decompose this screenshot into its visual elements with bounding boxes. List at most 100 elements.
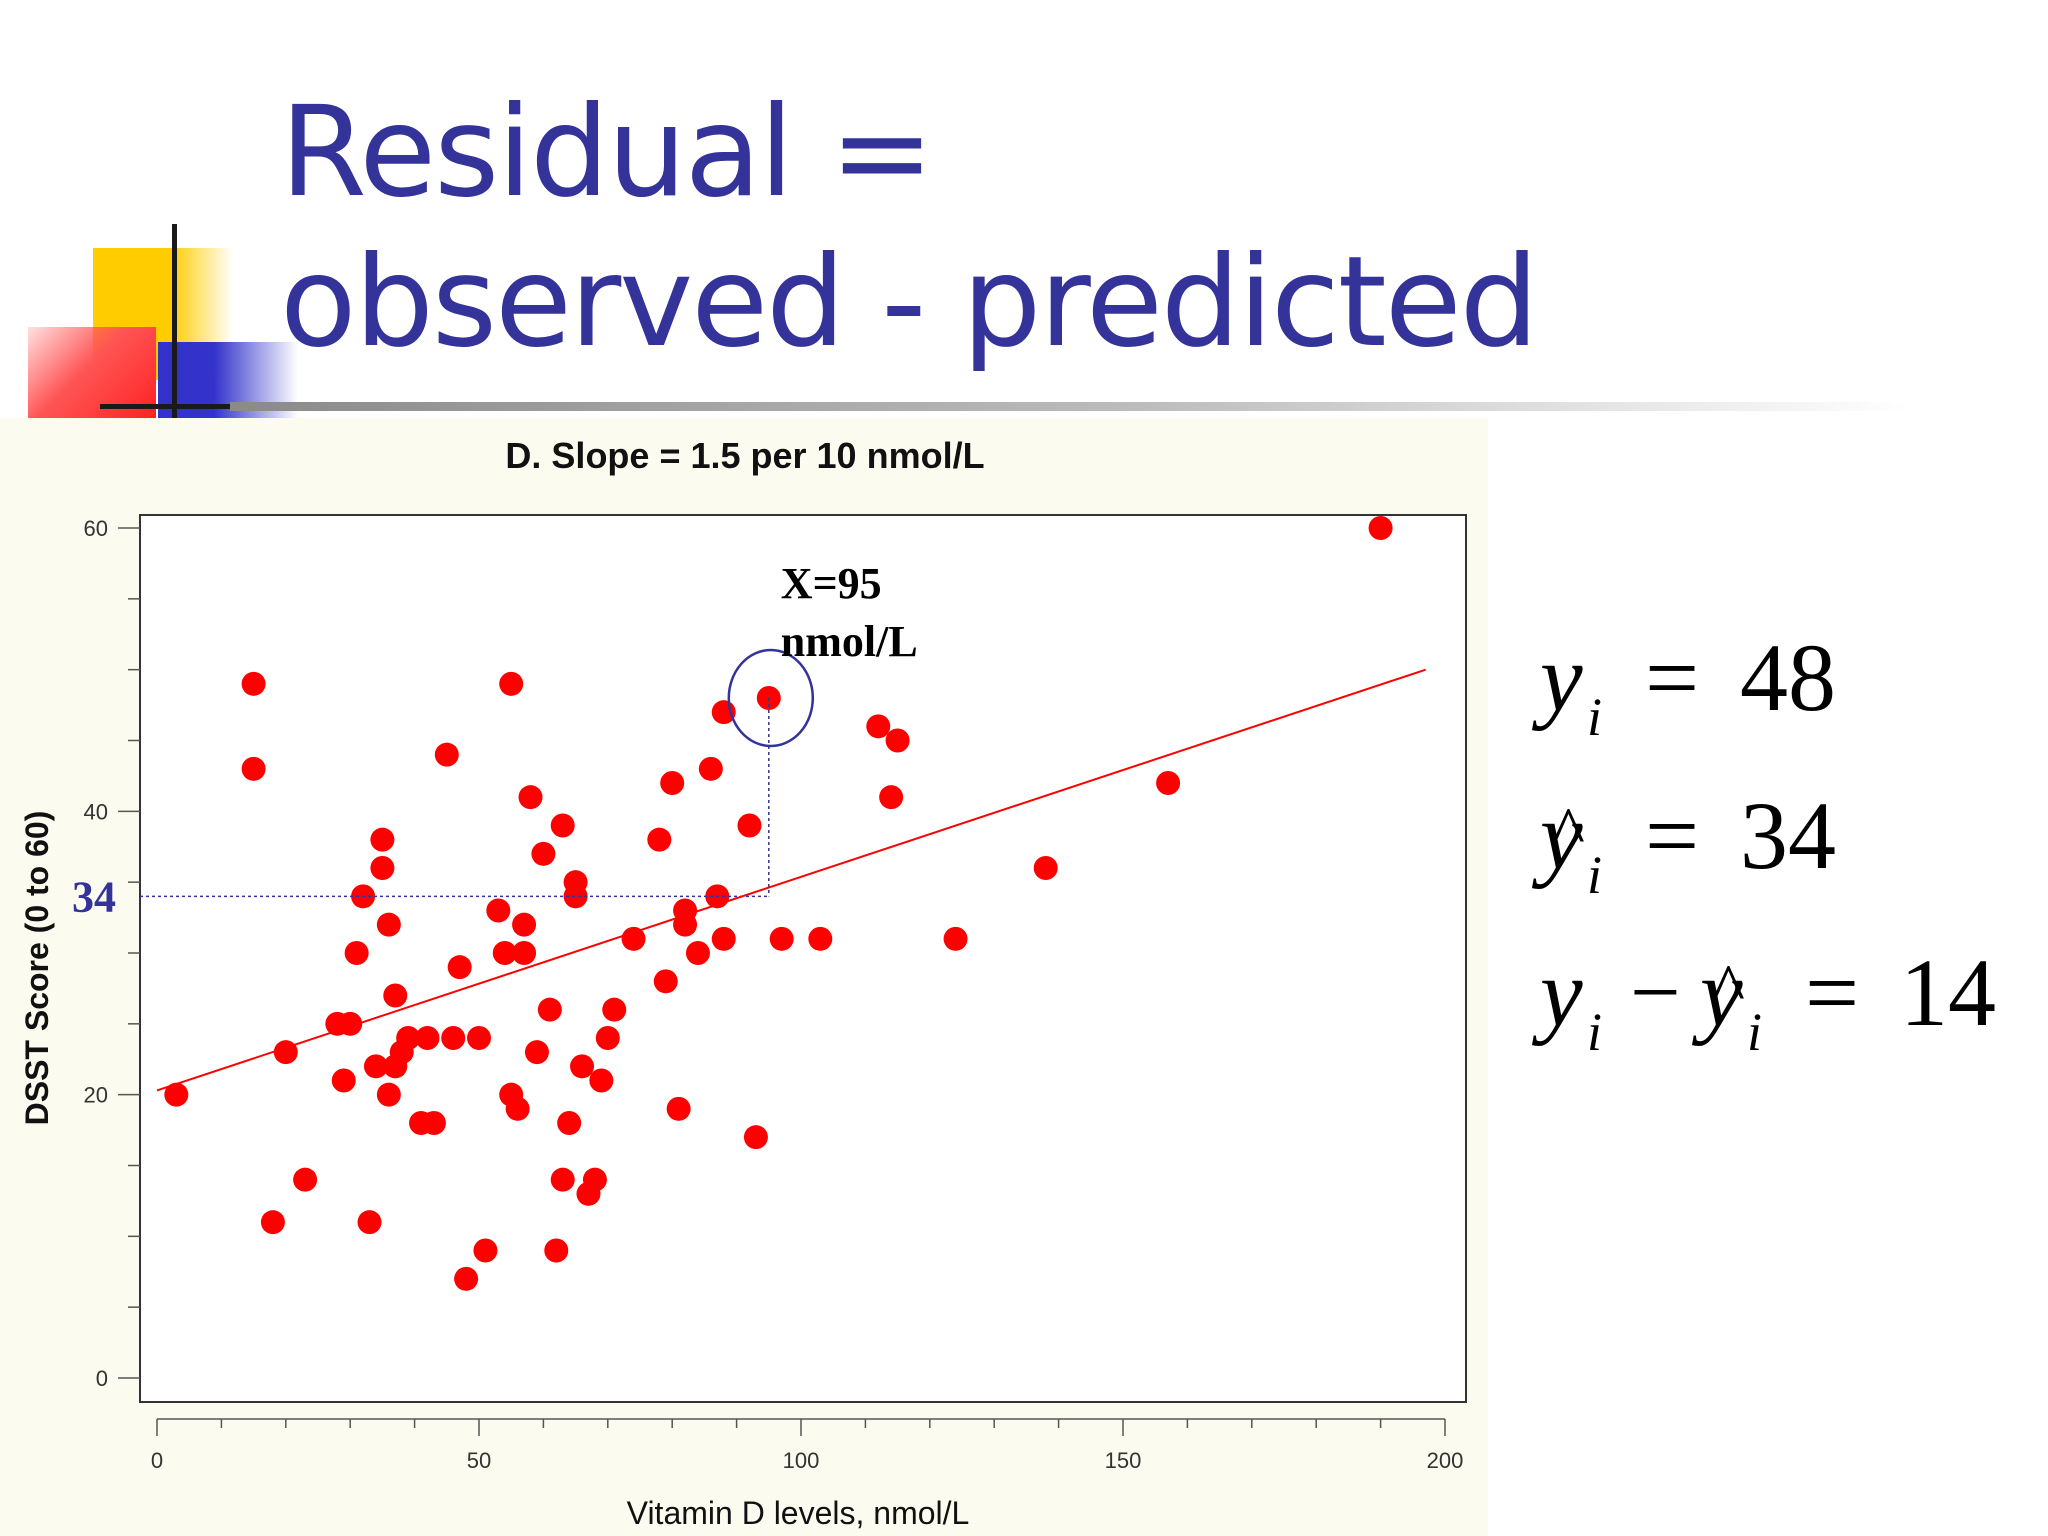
data-point [505,1096,530,1121]
slide-title: Residual = observed - predicted [280,78,1780,378]
data-point [512,941,537,965]
y-axis: 0 20 40 60 [84,516,140,1391]
x-tick-label: 150 [1105,1448,1142,1473]
data-point [447,955,472,980]
chart-panel: D. Slope = 1.5 per 10 nmol/L 0 20 40 60 0 50… [0,418,1488,1536]
data-point [589,1068,614,1093]
data-point [293,1167,318,1192]
y-tick-label: 0 [96,1366,108,1391]
data-point [370,856,395,880]
eq2-sub: i [1587,845,1602,905]
eq3-y: y [1531,939,1583,1046]
data-point [647,827,672,852]
data-point [711,926,736,951]
data-point [467,1026,491,1050]
data-point [499,671,524,696]
data-point [582,1167,607,1192]
data-point [544,1238,569,1263]
data-point [737,813,762,838]
data-point [570,1054,595,1079]
data-point [550,1167,575,1192]
data-point [866,714,891,739]
data-point [486,898,511,923]
eq3-value: 14 [1900,939,1996,1046]
data-point [434,742,459,767]
data-point [454,1266,479,1291]
data-point [415,1026,440,1050]
highlight-ellipse [727,648,815,748]
y-tick-label: 20 [84,1083,108,1108]
x-tick-label: 50 [467,1448,491,1473]
y-axis-label: DSST Score (0 to 60) [19,811,55,1126]
data-point [557,1111,582,1135]
data-point [673,912,698,937]
eq3-minus: − [1630,943,1681,1042]
data-point [331,1068,356,1093]
data-points [164,516,1393,1291]
data-point [531,841,556,866]
eq3-hat-sub: i [1747,1002,1762,1062]
eq3-sub: i [1587,1002,1602,1062]
data-point [383,983,408,1008]
data-point [769,926,794,951]
x-axis-label: Vitamin D levels, nmol/L [627,1495,970,1531]
data-point [563,870,588,895]
eq1-y: y [1531,630,1583,731]
eq1-equals: = [1645,630,1699,731]
residual-equations: y i = 48 ^ y i = 34 y i − ^ y i = 14 [1531,630,1996,1062]
data-point [879,785,904,810]
data-point [344,941,369,965]
x-tick-label: 200 [1427,1448,1464,1473]
scatter-chart: D. Slope = 1.5 per 10 nmol/L 0 20 40 60 0 50… [19,435,1467,1531]
data-point [743,1125,768,1150]
deco-vertical-bar [172,224,177,418]
annotation-label-line-1: X=95 [781,559,882,608]
data-point [660,771,685,795]
eq3-hat: ^ [1712,951,1745,1028]
eq2-hat: ^ [1552,794,1585,871]
x-tick-label: 0 [151,1448,163,1473]
data-point [808,926,833,951]
equation-predicted: ^ y i = 34 [1531,782,1836,905]
equation-observed: y i = 48 [1531,630,1836,747]
y-tick-label: 60 [84,516,108,541]
eq1-sub: i [1587,687,1602,747]
eq1-value: 48 [1740,630,1836,731]
regression-line [156,668,1426,1092]
x-tick-label: 100 [783,1448,820,1473]
data-point [711,700,736,725]
eq2-y: y [1531,782,1583,889]
deco-red-square [28,327,156,418]
data-point [363,1054,388,1079]
data-point [943,926,968,951]
data-point [518,785,543,810]
data-point [550,813,575,838]
deco-horizontal-bar [100,404,330,409]
data-point [492,941,517,965]
data-point [595,1026,620,1050]
data-point [885,728,910,753]
eq2-value: 34 [1740,782,1836,889]
data-point [666,1096,691,1121]
data-point [241,756,266,781]
data-point [1368,516,1393,540]
annotation-label-line-2: nmol/L [781,617,918,666]
data-point [512,912,537,937]
data-point [164,1082,189,1107]
data-point [1033,856,1058,880]
data-point [473,1238,498,1263]
data-point [698,756,723,781]
title-line-1: Residual = [280,80,934,225]
data-point [241,671,266,696]
y-tick-label: 40 [84,799,108,824]
chart-title: D. Slope = 1.5 per 10 nmol/L [505,435,984,476]
title-line-2: observed - predicted [280,230,1539,375]
data-point [370,827,395,852]
x-axis: 0 50 100 150 200 [151,1418,1464,1473]
eq3-yhat: y [1691,939,1743,1046]
data-point [1156,771,1181,795]
data-point [338,1011,363,1036]
data-point [653,969,678,994]
title-rule [230,402,1910,411]
